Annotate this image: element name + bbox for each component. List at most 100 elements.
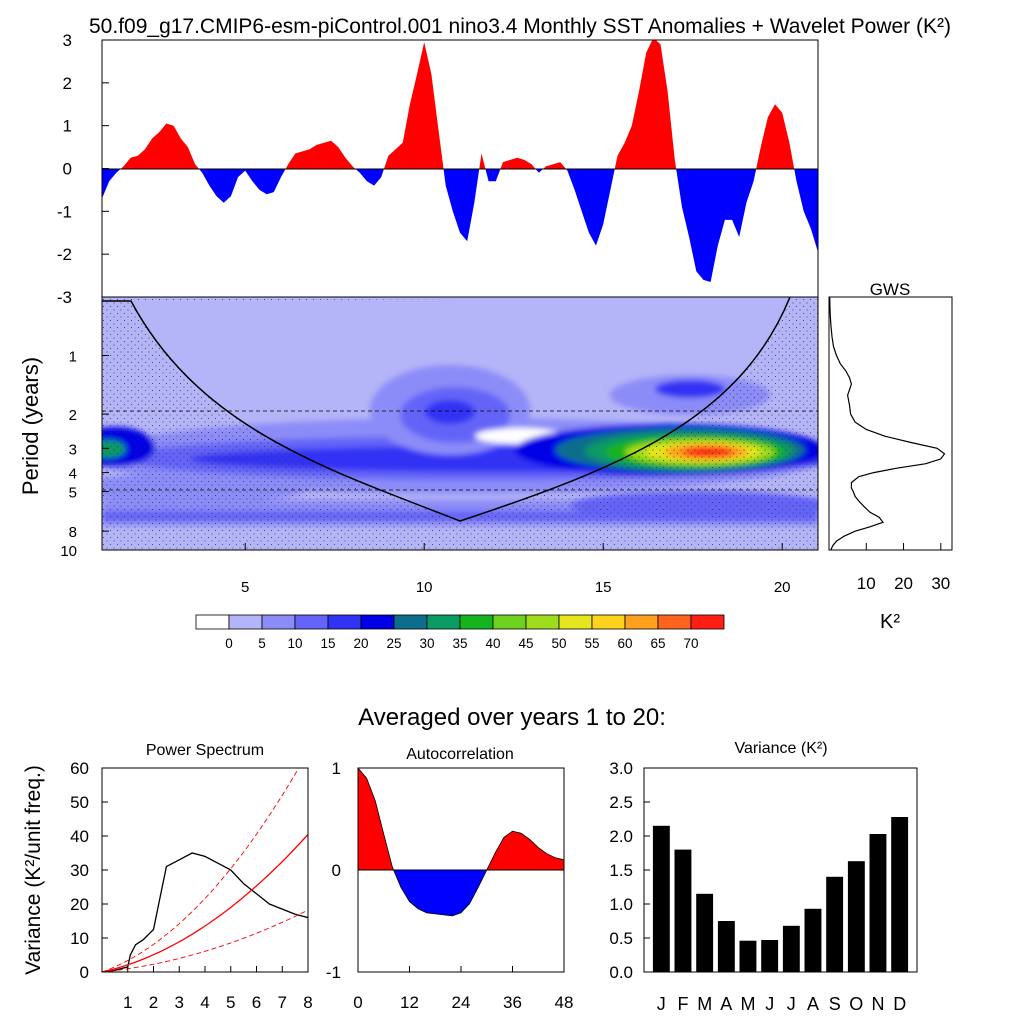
ps-xtick-label: 6	[252, 993, 261, 1012]
autocorrelation-fill	[358, 768, 564, 917]
year-tick-label: 10	[416, 579, 433, 596]
variance-month-label: J	[657, 994, 666, 1014]
year-tick-label: 15	[595, 579, 612, 596]
colorbar-swatch	[360, 614, 395, 630]
ps-xtick-label: 5	[226, 993, 235, 1012]
ps-xtick-label: 7	[278, 993, 287, 1012]
colorbar-label: 5	[258, 636, 266, 651]
ps-ytick-label: 10	[70, 929, 89, 948]
autocorrelation-title: Autocorrelation	[406, 746, 514, 763]
variance-bar-7	[804, 908, 822, 972]
negative-anomaly-area	[102, 168, 818, 282]
colorbar-swatch	[294, 614, 329, 630]
variance-month-label: J	[765, 994, 774, 1014]
period-tick-label: 10	[60, 543, 77, 560]
period-tick-label: 4	[69, 466, 77, 483]
year-tick-label: 20	[774, 579, 791, 596]
region-mid-upper-3	[425, 400, 475, 424]
colorbar-swatch	[492, 614, 527, 630]
ac-xtick-label: 12	[400, 993, 419, 1012]
cone-of-influence-line	[102, 297, 791, 522]
anomaly-ytick-label: 2	[63, 74, 72, 93]
colorbar-label: 25	[386, 636, 401, 651]
colorbar-label: 45	[518, 636, 533, 651]
colorbar-label: 30	[419, 636, 434, 651]
ps-xtick-label: 1	[123, 993, 132, 1012]
colorbar-swatch	[459, 614, 494, 630]
power-spectrum-title: Power Spectrum	[146, 742, 264, 759]
series-red-noise	[102, 833, 308, 972]
autocorrelation-panel: Autocorrelation 1 0 -1 0 12 24 36 48	[326, 746, 574, 1012]
variance-bar-5	[761, 940, 779, 972]
colorbar-swatch	[195, 614, 230, 630]
period-tick-label: 5	[69, 484, 77, 501]
figure-title: 50.f09_g17.CMIP6-esm-piControl.001 nino3…	[89, 15, 951, 38]
ac-xtick-label: 36	[503, 993, 522, 1012]
colorbar-swatch	[261, 614, 296, 630]
variance-month-label: N	[872, 994, 885, 1014]
ps-ytick-label: 0	[80, 963, 89, 982]
period-tick-label: 1	[69, 349, 77, 366]
colorbar-swatch	[393, 614, 428, 630]
variance-ytick-label: 0.5	[609, 929, 633, 948]
anomaly-ytick-label: 3	[63, 31, 72, 50]
variance-bar-11	[891, 817, 909, 972]
period-tick-label: 8	[69, 524, 77, 541]
variance-ytick-label: 1.5	[609, 861, 633, 880]
variance-bar-3	[717, 921, 735, 972]
variance-axes: J F M A M J J A S O N D0.00.51.01.52.02.53.0	[609, 759, 906, 1014]
colorbar-label: 50	[551, 636, 566, 651]
ac-positive-area	[358, 768, 564, 870]
ps-ytick-label: 40	[70, 827, 89, 846]
variance-ytick-label: 3.0	[609, 759, 633, 778]
colorbar-label: 0	[225, 636, 233, 651]
variance-bar-10	[869, 834, 887, 972]
gws-frame	[828, 296, 953, 551]
period-tick-label: 3	[69, 441, 77, 458]
colorbar-label: 65	[650, 636, 665, 651]
anomaly-ytick-label: 0	[63, 160, 72, 179]
ps-ytick-label: 30	[70, 861, 89, 880]
power-spectrum-panel: Power Spectrum 0 10 20 30 40 50 60 1 2 3 4 5 6 7 8 Var…	[22, 742, 313, 1012]
positive-anomaly-area	[102, 40, 818, 169]
anomaly-ytick-label: -2	[57, 245, 72, 264]
ps-xtick-label: 2	[149, 993, 158, 1012]
ps-xtick-label: 4	[200, 993, 209, 1012]
anomaly-ytick-label: 1	[63, 117, 72, 136]
series-lower-bound	[102, 909, 308, 972]
gws-line	[829, 296, 946, 551]
colorbar: 0 5 10 15 20 25 30 35 40 45 50 55 60 65 70	[195, 614, 725, 651]
variance-bar-2	[696, 893, 714, 972]
ac-xtick-label: 0	[353, 993, 362, 1012]
variance-month-label: O	[849, 994, 863, 1014]
region-right-upper-2	[655, 380, 725, 398]
variance-title: Variance (K²)	[734, 740, 827, 757]
ac-ytick-label: 0	[332, 861, 341, 880]
variance-bar-0	[652, 825, 670, 972]
variance-month-label: J	[787, 994, 796, 1014]
colorbar-label: 55	[584, 636, 599, 651]
colorbar-swatch	[525, 614, 560, 630]
wavelet-ylabel: Period (years)	[18, 357, 43, 495]
colorbar-swatch	[591, 614, 626, 630]
anomaly-ytick-label: -3	[57, 288, 72, 307]
variance-month-label: D	[893, 994, 906, 1014]
colorbar-label: 60	[617, 636, 632, 651]
variance-bar-9	[847, 861, 865, 972]
variance-bar-1	[674, 849, 692, 972]
variance-bar-8	[826, 876, 844, 972]
series-upper-bound	[102, 768, 300, 972]
variance-month-label: S	[829, 994, 841, 1014]
ac-xtick-label: 48	[555, 993, 574, 1012]
series-spectrum	[102, 852, 308, 972]
anomaly-ytick-label: -1	[57, 202, 72, 221]
cone-of-influence-stipple	[102, 297, 818, 550]
ps-ytick-label: 50	[70, 793, 89, 812]
power-spectrum-ylabel: Variance (K²/unit freq.)	[22, 765, 45, 975]
gws-tick-label: 30	[931, 574, 950, 593]
variance-panel: Variance (K²) J F M A M J J A S O N D0.00.51.01.52.…	[609, 740, 918, 1014]
gws-tick-label: 10	[857, 574, 876, 593]
variance-bar-4	[739, 940, 757, 972]
